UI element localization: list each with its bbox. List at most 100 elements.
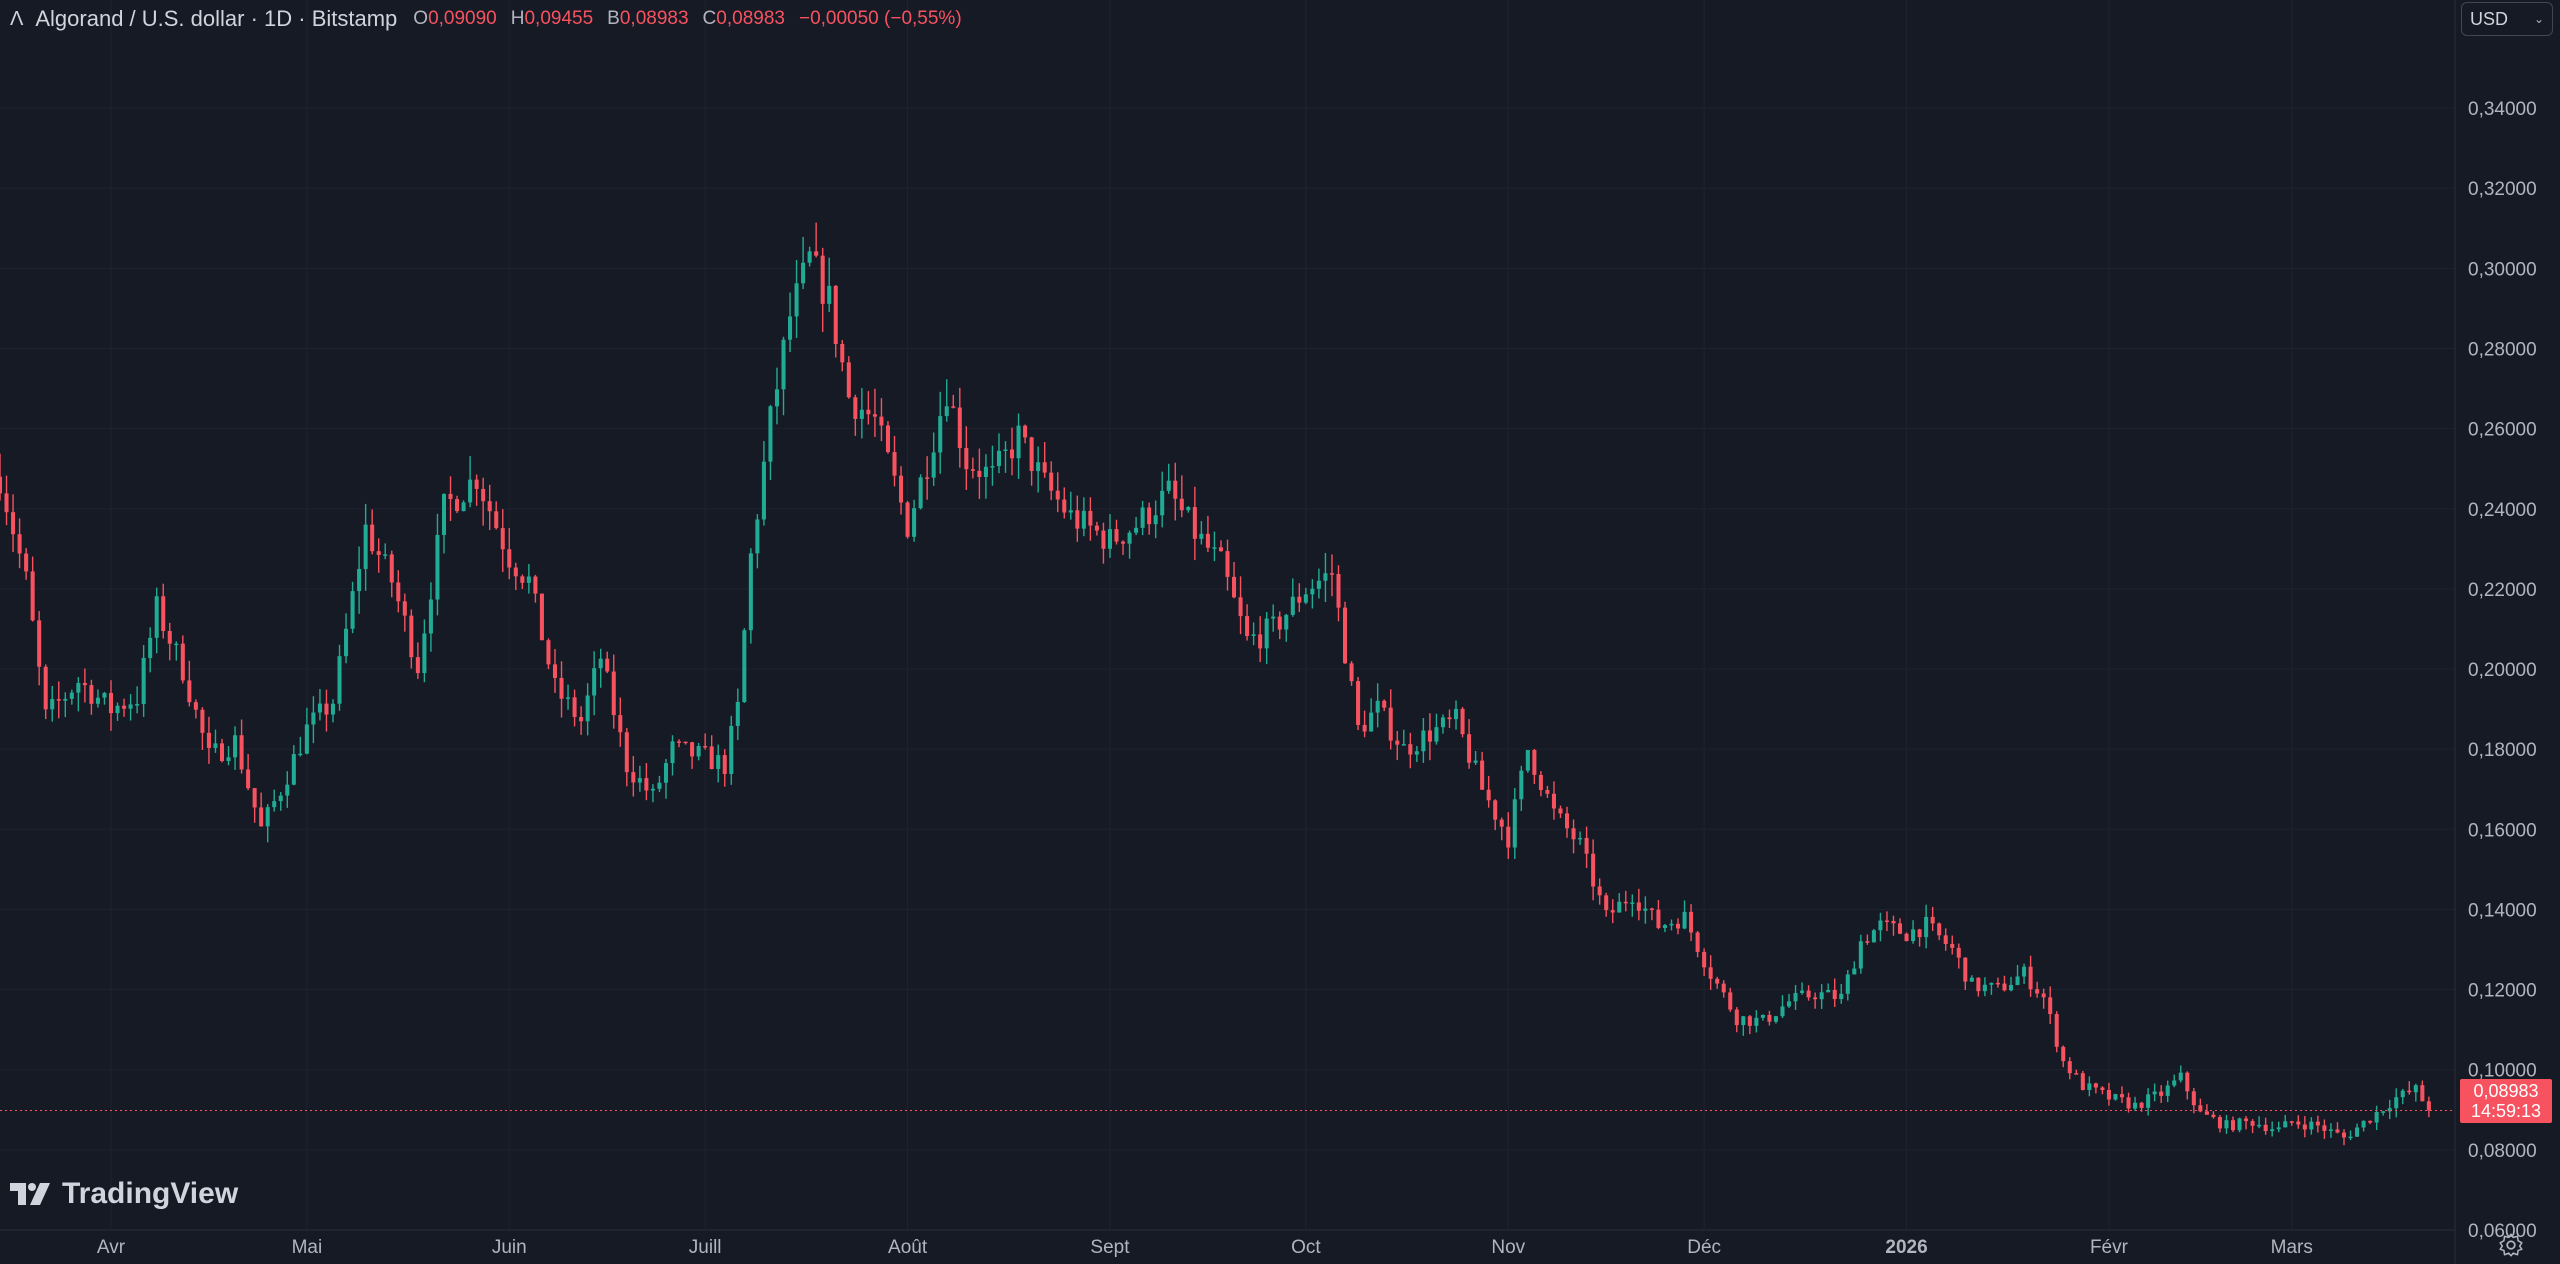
candle-body bbox=[1460, 708, 1465, 735]
candle-body bbox=[1343, 607, 1348, 664]
price-tick-label: 0,22000 bbox=[2468, 580, 2537, 601]
candle-body bbox=[226, 757, 231, 762]
tradingview-logo-icon bbox=[10, 1183, 50, 1205]
candle-body bbox=[2413, 1085, 2418, 1093]
candle-body bbox=[1721, 983, 1726, 993]
candle-body bbox=[2237, 1118, 2242, 1131]
candle-body bbox=[1232, 576, 1237, 598]
price-tick-label: 0,30000 bbox=[2468, 259, 2537, 280]
candle-body bbox=[964, 448, 969, 470]
candle-body bbox=[1773, 1016, 1778, 1022]
candle-body bbox=[703, 746, 708, 748]
time-tick-label: Mars bbox=[2271, 1237, 2313, 1258]
candle-body bbox=[957, 407, 962, 449]
candle-body bbox=[631, 772, 636, 783]
candle-body bbox=[2126, 1097, 2131, 1109]
candle-body bbox=[187, 680, 192, 703]
candle-body bbox=[2041, 993, 2046, 998]
candle-body bbox=[11, 512, 16, 535]
price-tick-label: 0,08000 bbox=[2468, 1141, 2537, 1162]
candle-body bbox=[539, 593, 544, 641]
candle-body bbox=[1897, 923, 1903, 934]
candle-body bbox=[1427, 730, 1432, 742]
candle-body bbox=[2315, 1121, 2320, 1126]
candle-body bbox=[1839, 993, 1844, 1000]
candle-body bbox=[154, 596, 159, 638]
candle-body bbox=[1375, 700, 1380, 713]
candle-body bbox=[1042, 462, 1047, 473]
candle-body bbox=[1760, 1014, 1765, 1018]
candle-body bbox=[285, 784, 290, 796]
candle-body bbox=[637, 778, 642, 783]
price-change: −0,00050 (−0,55%) bbox=[798, 8, 962, 29]
candle-body bbox=[435, 534, 440, 600]
candle-body bbox=[37, 620, 42, 667]
candle-body bbox=[1963, 957, 1968, 982]
candle-body bbox=[481, 488, 486, 502]
candle-body bbox=[1943, 935, 1948, 944]
price-tick-label: 0,34000 bbox=[2468, 99, 2537, 120]
candle-body bbox=[1480, 760, 1485, 790]
candle-body bbox=[494, 511, 499, 529]
candle-body bbox=[1950, 943, 1955, 948]
candle-body bbox=[2152, 1091, 2157, 1095]
candle-body bbox=[1662, 925, 1667, 928]
candle-body bbox=[1271, 616, 1276, 619]
settings-icon[interactable] bbox=[2498, 1232, 2524, 1258]
tradingview-logo[interactable]: TradingView bbox=[10, 1177, 238, 1211]
candle-body bbox=[2230, 1120, 2236, 1131]
candle-body bbox=[1382, 700, 1387, 708]
candle-body bbox=[2008, 984, 2014, 991]
candle-body bbox=[1695, 932, 1700, 952]
candle-body bbox=[1558, 808, 1563, 814]
candle-body bbox=[1636, 902, 1641, 911]
candle-body bbox=[1356, 681, 1361, 725]
candle-body bbox=[761, 461, 766, 520]
candle-body bbox=[944, 406, 949, 417]
candle-body bbox=[1284, 614, 1289, 630]
candle-body bbox=[1023, 425, 1028, 438]
candle-body bbox=[2426, 1101, 2431, 1111]
candle-body bbox=[1930, 916, 1935, 924]
candle-body bbox=[1564, 813, 1570, 829]
candle-body bbox=[1088, 510, 1093, 526]
candle-body bbox=[1453, 708, 1459, 720]
candle-body bbox=[1826, 989, 1831, 993]
candle-body bbox=[357, 568, 362, 592]
candle-body bbox=[1995, 982, 2000, 985]
symbol-title[interactable]: Algorand / U.S. dollar · 1D · Bitstamp bbox=[35, 6, 398, 31]
candle-body bbox=[363, 524, 368, 569]
candle-body bbox=[259, 807, 264, 827]
candle-body bbox=[1401, 744, 1406, 746]
candle-body bbox=[2387, 1108, 2392, 1112]
candle-body bbox=[788, 316, 793, 340]
candle-body bbox=[716, 755, 721, 769]
candle-body bbox=[291, 754, 296, 785]
candle-body bbox=[2061, 1046, 2066, 1062]
candle-body bbox=[794, 283, 799, 317]
candle-body bbox=[1349, 663, 1354, 682]
candle-body bbox=[468, 479, 473, 503]
candle-body bbox=[122, 705, 127, 709]
candle-body bbox=[1114, 529, 1119, 542]
candle-body bbox=[402, 601, 407, 616]
candle-body bbox=[108, 692, 114, 714]
candle-body bbox=[1617, 901, 1622, 913]
candle-body bbox=[1852, 968, 1857, 975]
candle-body bbox=[2341, 1132, 2347, 1138]
candle-body bbox=[781, 339, 786, 390]
candle-body bbox=[2381, 1111, 2386, 1113]
currency-selector-button[interactable]: USD ⌄ bbox=[2461, 2, 2553, 36]
candle-body bbox=[1649, 908, 1654, 911]
candle-body bbox=[1780, 1006, 1785, 1017]
candle-body bbox=[546, 640, 551, 665]
candle-body bbox=[742, 630, 747, 703]
time-tick-label: Août bbox=[888, 1237, 928, 1258]
candle-body bbox=[89, 685, 94, 704]
candle-body bbox=[885, 425, 891, 453]
candle-body bbox=[298, 753, 303, 756]
candle-body bbox=[507, 549, 512, 568]
candle-body bbox=[311, 712, 316, 725]
candle-body bbox=[899, 475, 904, 503]
